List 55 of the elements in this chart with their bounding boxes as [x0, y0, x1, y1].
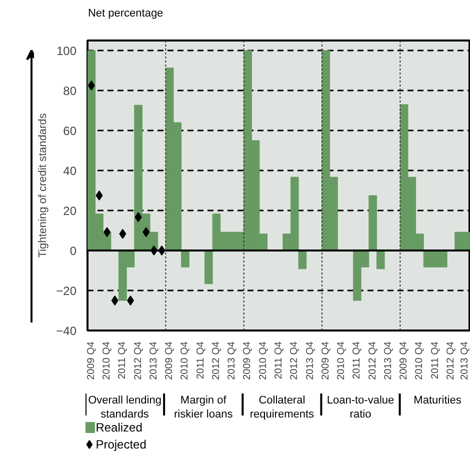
legend-label: Projected	[96, 438, 146, 452]
point	[134, 212, 142, 222]
point	[119, 228, 126, 239]
y-tick-label: 20	[63, 204, 77, 218]
y-tick-label: 80	[63, 84, 77, 98]
x-tick-label: 2013 Q4	[382, 341, 394, 380]
text: Maturities	[414, 394, 462, 406]
x-tick-label: 2009 Q4	[398, 341, 410, 380]
x-tick-label: 2011 Q4	[117, 341, 128, 380]
bar	[376, 250, 385, 270]
point	[142, 227, 150, 238]
x-tick-label: 2010 Q4	[180, 341, 191, 380]
text: Overall lending standards	[88, 394, 162, 420]
x-tick-label: 2012 Q4	[132, 341, 144, 380]
y-tick-label: −40	[56, 324, 77, 338]
y-tick-label: −20	[56, 284, 77, 298]
bar	[204, 250, 213, 284]
x-tick-label: 2011 Q4	[352, 341, 363, 380]
chart-title: Net percentage	[88, 8, 164, 20]
y-tick-label: 100	[56, 44, 77, 58]
bar	[298, 250, 307, 270]
x-tick-label: 2011 Q4	[430, 341, 441, 380]
x-tick-label: 2010 Q4	[414, 341, 426, 380]
point	[96, 190, 103, 200]
x-tick-label: 2011 Q4	[274, 341, 284, 380]
text: Loan-to-value ratio	[326, 394, 394, 420]
x-tick-label: 2010 Q4	[336, 341, 348, 380]
x-tick-label: 2009 Q4	[242, 341, 254, 380]
y-axis-title: Tightening of credit standards	[37, 112, 50, 258]
x-tick-label: 2013 Q4	[226, 341, 238, 380]
point	[104, 227, 111, 238]
x-tick-label: 2013 Q4	[148, 341, 160, 380]
x-tick-label: 2010 Q4	[102, 341, 113, 380]
x-tick-label: 2013 Q4	[460, 341, 470, 380]
x-tick-label: 2009 Q4	[320, 341, 332, 380]
text: Margin of riskier loans	[174, 394, 234, 420]
x-tick-label: 2012 Q4	[367, 341, 378, 380]
text: Collateral requirements	[250, 394, 315, 420]
x-tick-label: 2012 Q4	[289, 341, 300, 380]
x-tick-label: 2009 Q4	[86, 341, 97, 380]
y-tick-label: 60	[63, 124, 77, 138]
x-tick-label: 2010 Q4	[258, 341, 269, 380]
x-tick-label: 2012 Q4	[445, 341, 456, 380]
x-tick-label: 2009 Q4	[164, 341, 176, 380]
y-tick-label: 0	[70, 244, 77, 258]
point	[111, 296, 118, 306]
point	[126, 296, 134, 306]
x-tick-label: 2013 Q4	[304, 341, 316, 380]
legend-label: Realized	[96, 420, 142, 434]
bar	[368, 195, 377, 251]
x-tick-label: 2012 Q4	[210, 341, 222, 380]
point	[88, 80, 95, 90]
y-tick-label: 40	[63, 164, 77, 178]
x-tick-label: 2011 Q4	[195, 341, 206, 380]
bar	[181, 250, 190, 268]
